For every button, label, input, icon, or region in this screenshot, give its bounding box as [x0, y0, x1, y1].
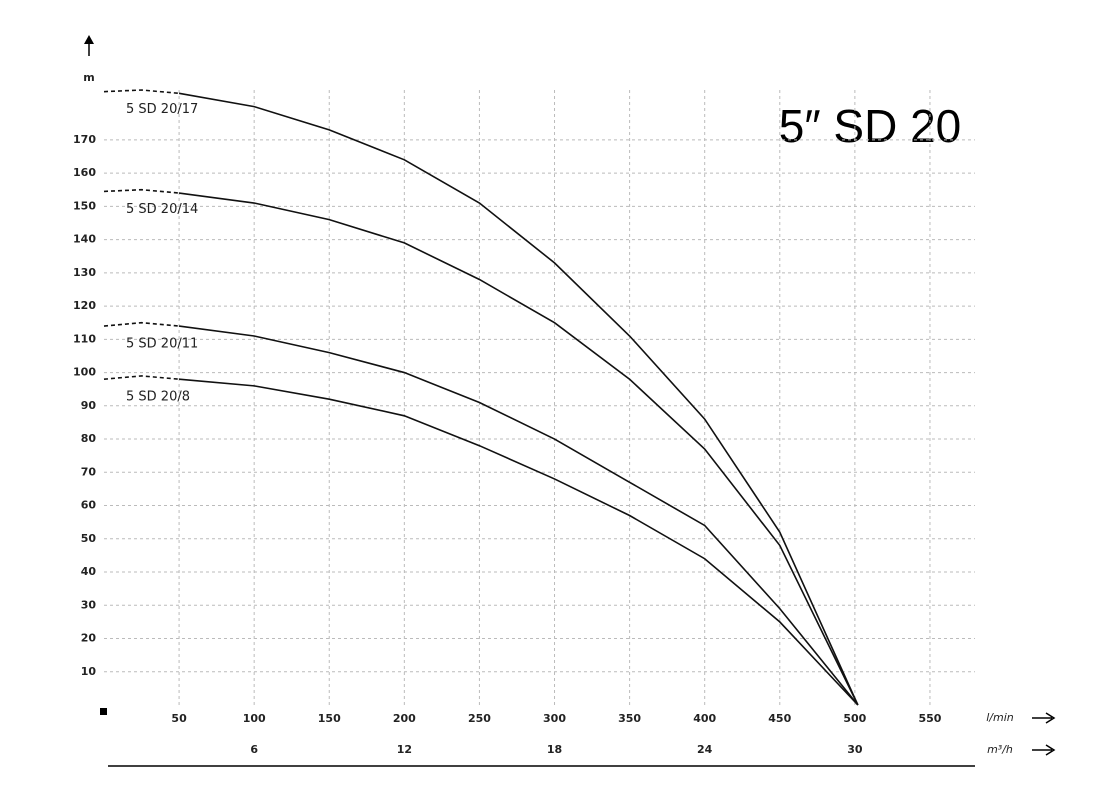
curve-dashed [103, 321, 180, 327]
chart-title: 5″ SD 20 [779, 100, 962, 152]
y-tick-label: 30 [81, 598, 97, 611]
y-tick-label: 10 [81, 665, 97, 678]
title-box [784, 88, 976, 166]
y-arrow-head [84, 35, 94, 44]
curve [178, 192, 859, 706]
curve [178, 325, 859, 706]
y-tick-label: 80 [81, 432, 97, 445]
curve-dashed [103, 375, 180, 381]
y-tick-label: 70 [81, 465, 97, 478]
x-tick-label: 500 [843, 712, 866, 725]
y-tick-label: 140 [73, 233, 96, 246]
x-tick-label: 450 [768, 712, 791, 725]
y-tick-label: 160 [73, 166, 96, 179]
y-tick-label: 170 [73, 133, 96, 146]
x2-tick-label: 18 [547, 743, 562, 756]
x-tick-label: 300 [543, 712, 566, 725]
x-tick-label: 250 [468, 712, 491, 725]
y-tick-label: 110 [73, 332, 96, 345]
x2-tick-label: 24 [697, 743, 713, 756]
curve [178, 92, 859, 706]
series-label: 5 SD 20/17 [126, 102, 198, 117]
x2-axis-label: m³/h [987, 743, 1013, 756]
curve-dashed [103, 188, 180, 194]
x-tick-label: 550 [918, 712, 941, 725]
curve [179, 378, 859, 706]
x-tick-label: 150 [318, 712, 341, 725]
y-tick-label: 100 [73, 366, 96, 379]
y-tick-label: 90 [81, 399, 97, 412]
series-label: 5 SD 20/8 [126, 390, 190, 405]
series-label: 5 SD 20/14 [126, 202, 198, 217]
y-tick-label: 130 [73, 266, 96, 279]
y-tick-label: 50 [81, 532, 97, 545]
x-arrow [1032, 712, 1056, 724]
x2-tick-label: 30 [847, 743, 863, 756]
x-tick-label: 50 [171, 712, 187, 725]
x-tick-label: 200 [393, 712, 416, 725]
y-tick-label: 150 [73, 199, 96, 212]
x-tick-label: 350 [618, 712, 641, 725]
x-tick-label: 400 [693, 712, 716, 725]
y-axis-label: m [83, 71, 94, 84]
origin-marker [100, 708, 107, 715]
y-tick-label: 40 [81, 565, 97, 578]
x-tick-label: 100 [243, 712, 266, 725]
y-tick-label: 60 [81, 499, 97, 512]
x-axis-label: l/min [986, 711, 1014, 724]
x2-tick-label: 12 [397, 743, 412, 756]
x2-tick-label: 6 [250, 743, 258, 756]
y-tick-label: 20 [81, 632, 97, 645]
y-tick-label: 120 [73, 299, 96, 312]
curve-dashed [103, 89, 180, 95]
series-label: 5 SD 20/11 [126, 337, 198, 352]
x2-arrow [1032, 744, 1056, 756]
